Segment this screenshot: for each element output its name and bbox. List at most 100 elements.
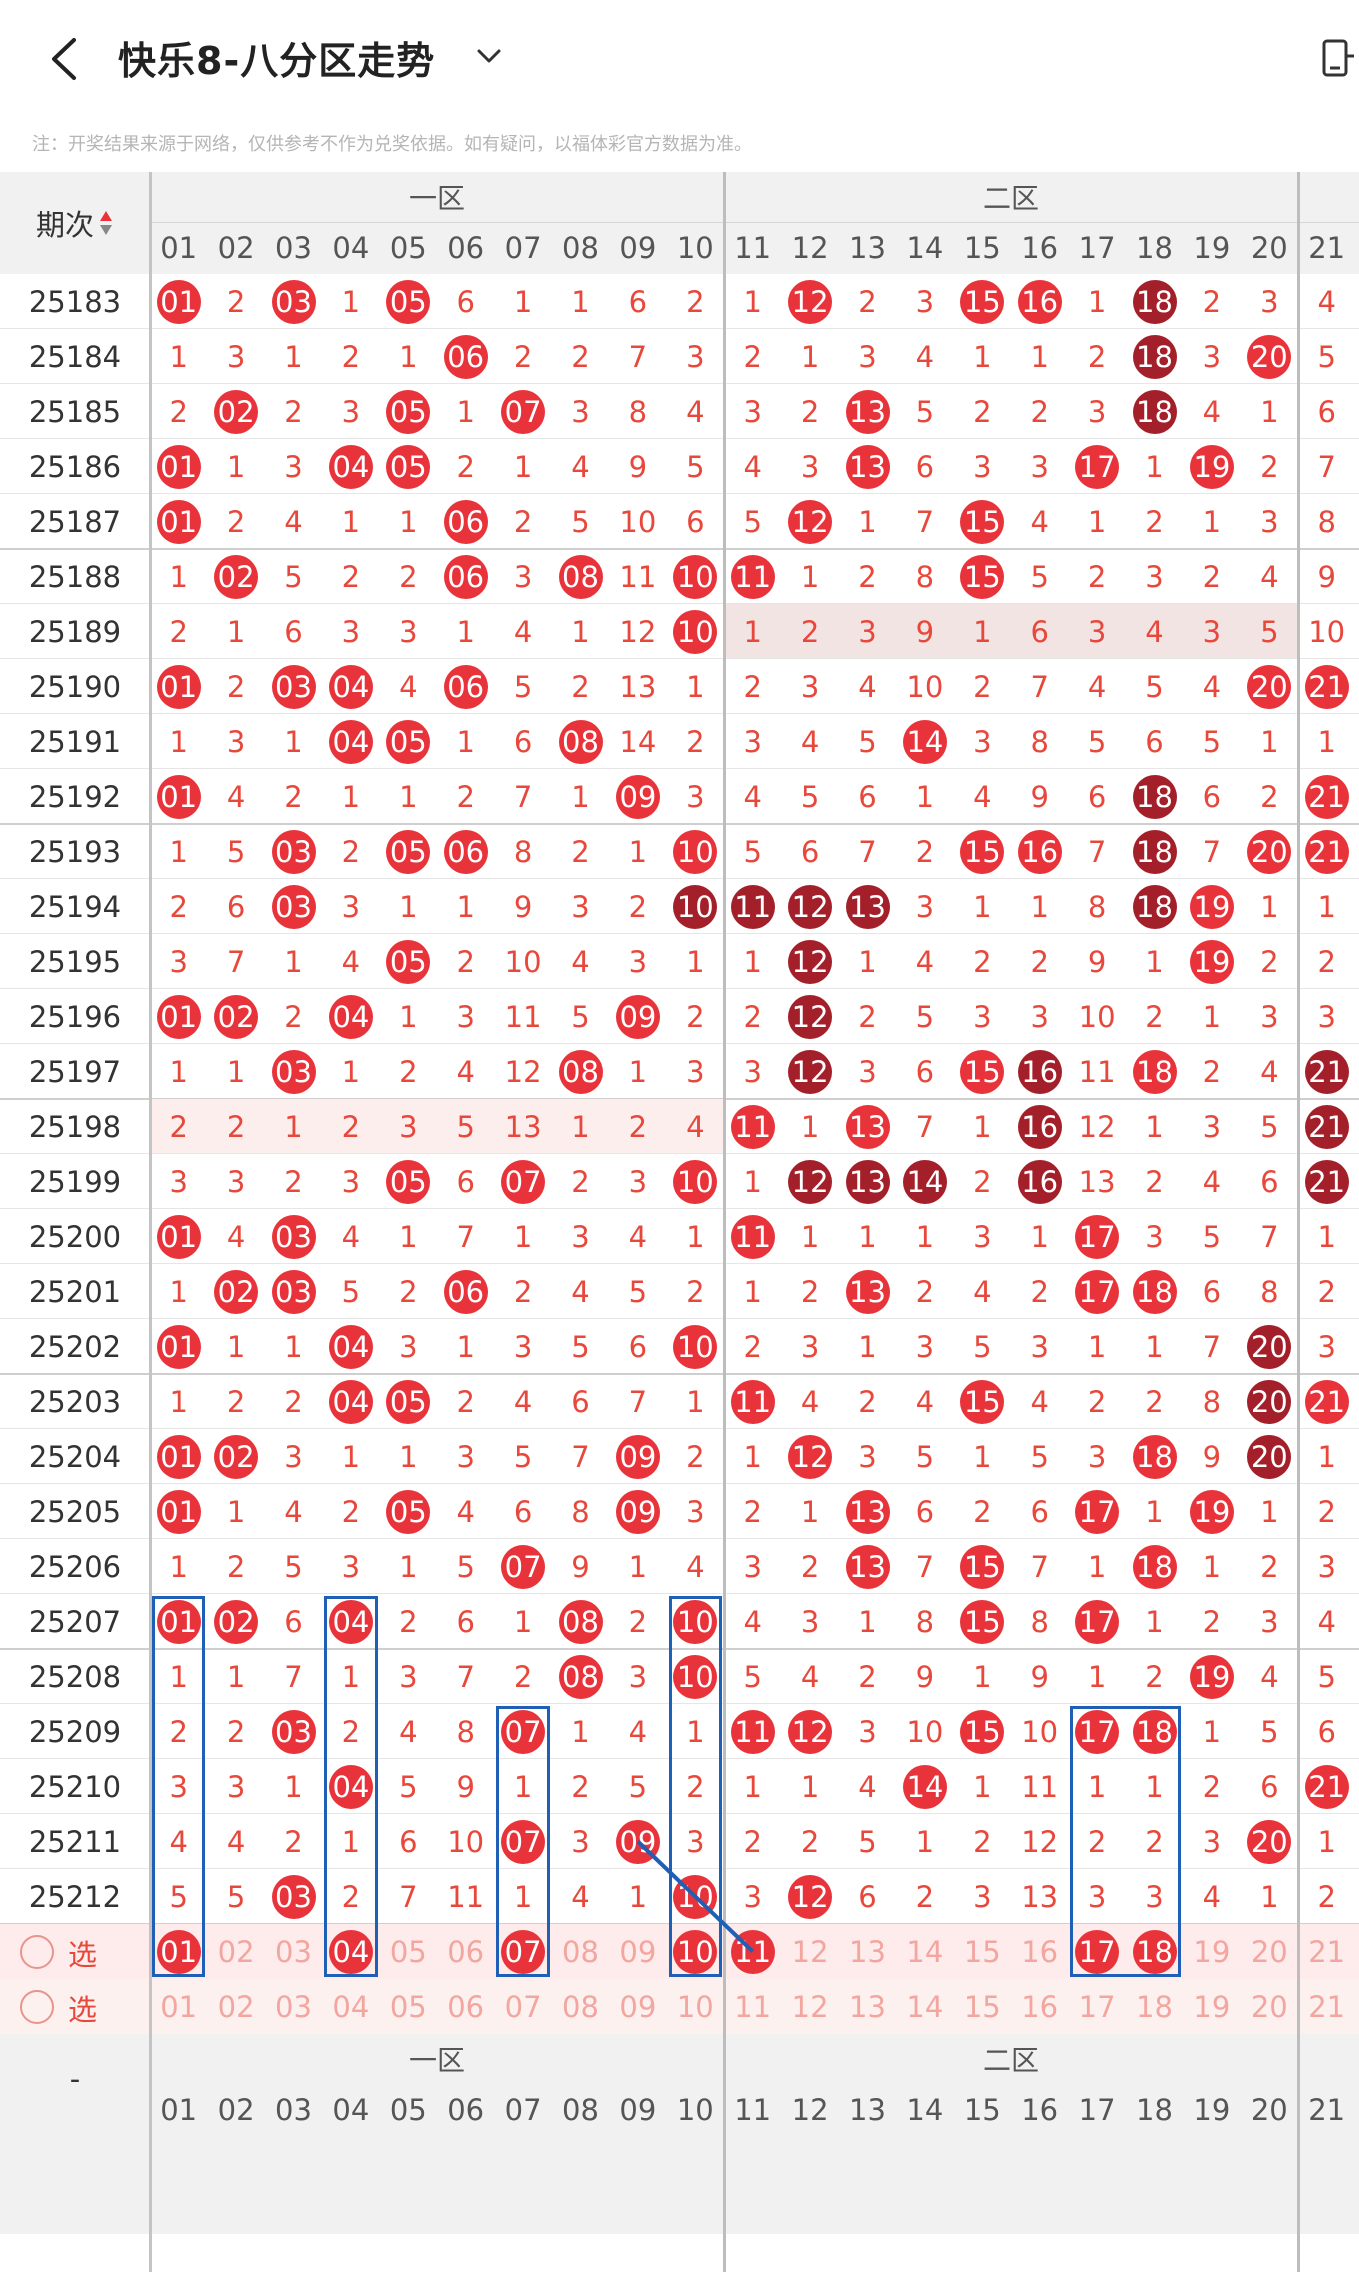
number-ball[interactable]: 08	[558, 1654, 603, 1699]
number-ball[interactable]: 15	[960, 279, 1005, 324]
number-ball[interactable]: 06	[443, 664, 488, 709]
number-ball[interactable]: 04	[328, 719, 373, 764]
number-ball[interactable]: 11	[730, 554, 775, 599]
number-ball[interactable]: 01	[156, 994, 201, 1039]
number-ball[interactable]: 09	[615, 774, 660, 819]
select-number[interactable]: 06	[447, 1934, 485, 1969]
number-ball[interactable]: 08	[558, 1599, 603, 1644]
selected-ball[interactable]: 04	[328, 1929, 373, 1974]
select-number[interactable]: 15	[963, 1989, 1001, 2024]
number-ball[interactable]: 15	[960, 1049, 1005, 1094]
number-ball[interactable]: 11	[730, 1104, 775, 1149]
number-ball[interactable]: 21	[1304, 664, 1349, 709]
number-ball[interactable]: 16	[1017, 829, 1062, 874]
number-ball[interactable]: 15	[960, 829, 1005, 874]
number-ball[interactable]: 12	[788, 1159, 833, 1204]
number-ball[interactable]: 03	[271, 1049, 316, 1094]
number-ball[interactable]: 05	[386, 939, 431, 984]
number-ball[interactable]: 11	[730, 1379, 775, 1424]
select-number[interactable]: 12	[791, 1934, 829, 1969]
number-ball[interactable]: 06	[443, 829, 488, 874]
number-ball[interactable]: 16	[1017, 279, 1062, 324]
number-ball[interactable]: 04	[328, 444, 373, 489]
chevron-down-icon[interactable]	[474, 44, 504, 68]
number-ball[interactable]: 20	[1247, 829, 1292, 874]
number-ball[interactable]: 21	[1304, 1764, 1349, 1809]
select-number[interactable]: 02	[217, 1989, 255, 2024]
number-ball[interactable]: 09	[615, 1434, 660, 1479]
number-ball[interactable]: 10	[673, 1324, 718, 1369]
number-ball[interactable]: 04	[328, 1324, 373, 1369]
number-ball[interactable]: 17	[1075, 1214, 1120, 1259]
number-ball[interactable]: 18	[1132, 774, 1177, 819]
number-ball[interactable]: 18	[1132, 279, 1177, 324]
number-ball[interactable]: 02	[214, 1599, 259, 1644]
select-number[interactable]: 21	[1308, 1934, 1346, 1969]
number-ball[interactable]: 12	[788, 939, 833, 984]
select-radio[interactable]	[20, 1989, 54, 2024]
select-number[interactable]: 18	[1136, 1989, 1173, 2024]
select-number[interactable]: 19	[1193, 1989, 1231, 2024]
number-ball[interactable]: 06	[443, 1269, 488, 1314]
select-number[interactable]: 02	[217, 1934, 255, 1969]
number-ball[interactable]: 20	[1247, 664, 1292, 709]
number-ball[interactable]: 04	[328, 664, 373, 709]
number-ball[interactable]: 21	[1304, 1049, 1349, 1094]
selected-ball[interactable]: 18	[1132, 1929, 1177, 1974]
select-number[interactable]: 20	[1250, 1934, 1288, 1969]
number-ball[interactable]: 01	[156, 1434, 201, 1479]
sort-icon[interactable]	[98, 209, 114, 237]
number-ball[interactable]: 01	[156, 1489, 201, 1534]
number-ball[interactable]: 04	[328, 1599, 373, 1644]
number-ball[interactable]: 17	[1075, 1599, 1120, 1644]
number-ball[interactable]: 18	[1132, 1544, 1177, 1589]
selected-ball[interactable]: 07	[501, 1929, 546, 1974]
select-number[interactable]: 21	[1308, 1989, 1346, 2024]
number-ball[interactable]: 08	[558, 719, 603, 764]
number-ball[interactable]: 18	[1132, 1434, 1177, 1479]
number-ball[interactable]: 19	[1189, 1489, 1234, 1534]
number-ball[interactable]: 12	[788, 994, 833, 1039]
number-ball[interactable]: 10	[673, 1599, 718, 1644]
number-ball[interactable]: 13	[845, 1269, 890, 1314]
number-ball[interactable]: 06	[443, 334, 488, 379]
period-header[interactable]: 期次	[0, 172, 150, 274]
number-ball[interactable]: 13	[845, 389, 890, 434]
selected-ball[interactable]: 17	[1075, 1929, 1120, 1974]
device-icon[interactable]	[1320, 38, 1354, 82]
number-ball[interactable]: 09	[615, 994, 660, 1039]
select-number[interactable]: 16	[1021, 1934, 1059, 1969]
number-ball[interactable]: 01	[156, 499, 201, 544]
number-ball[interactable]: 15	[960, 554, 1005, 599]
number-ball[interactable]: 15	[960, 1544, 1005, 1589]
number-ball[interactable]: 21	[1304, 774, 1349, 819]
number-ball[interactable]: 14	[902, 1159, 947, 1204]
number-ball[interactable]: 03	[271, 664, 316, 709]
number-ball[interactable]: 07	[501, 1159, 546, 1204]
number-ball[interactable]: 02	[214, 1269, 259, 1314]
number-ball[interactable]: 10	[673, 1654, 718, 1699]
number-ball[interactable]: 11	[730, 884, 775, 929]
number-ball[interactable]: 13	[845, 1104, 890, 1149]
number-ball[interactable]: 20	[1247, 1819, 1292, 1864]
number-ball[interactable]: 02	[214, 1434, 259, 1479]
select-number[interactable]: 05	[389, 1989, 427, 2024]
select-number[interactable]: 04	[332, 1989, 370, 2024]
number-ball[interactable]: 21	[1304, 1104, 1349, 1149]
number-ball[interactable]: 03	[271, 1269, 316, 1314]
number-ball[interactable]: 04	[328, 1764, 373, 1809]
select-number[interactable]: 07	[504, 1989, 542, 2024]
select-number[interactable]: 14	[906, 1989, 944, 2024]
number-ball[interactable]: 13	[845, 1544, 890, 1589]
number-ball[interactable]: 05	[386, 1379, 431, 1424]
number-ball[interactable]: 10	[673, 884, 718, 929]
number-ball[interactable]: 01	[156, 1214, 201, 1259]
number-ball[interactable]: 12	[788, 279, 833, 324]
select-number[interactable]: 03	[275, 1934, 312, 1969]
number-ball[interactable]: 12	[788, 499, 833, 544]
number-ball[interactable]: 05	[386, 719, 431, 764]
number-ball[interactable]: 10	[673, 829, 718, 874]
select-number[interactable]: 08	[562, 1934, 599, 1969]
number-ball[interactable]: 17	[1075, 1709, 1120, 1754]
number-ball[interactable]: 18	[1132, 334, 1177, 379]
